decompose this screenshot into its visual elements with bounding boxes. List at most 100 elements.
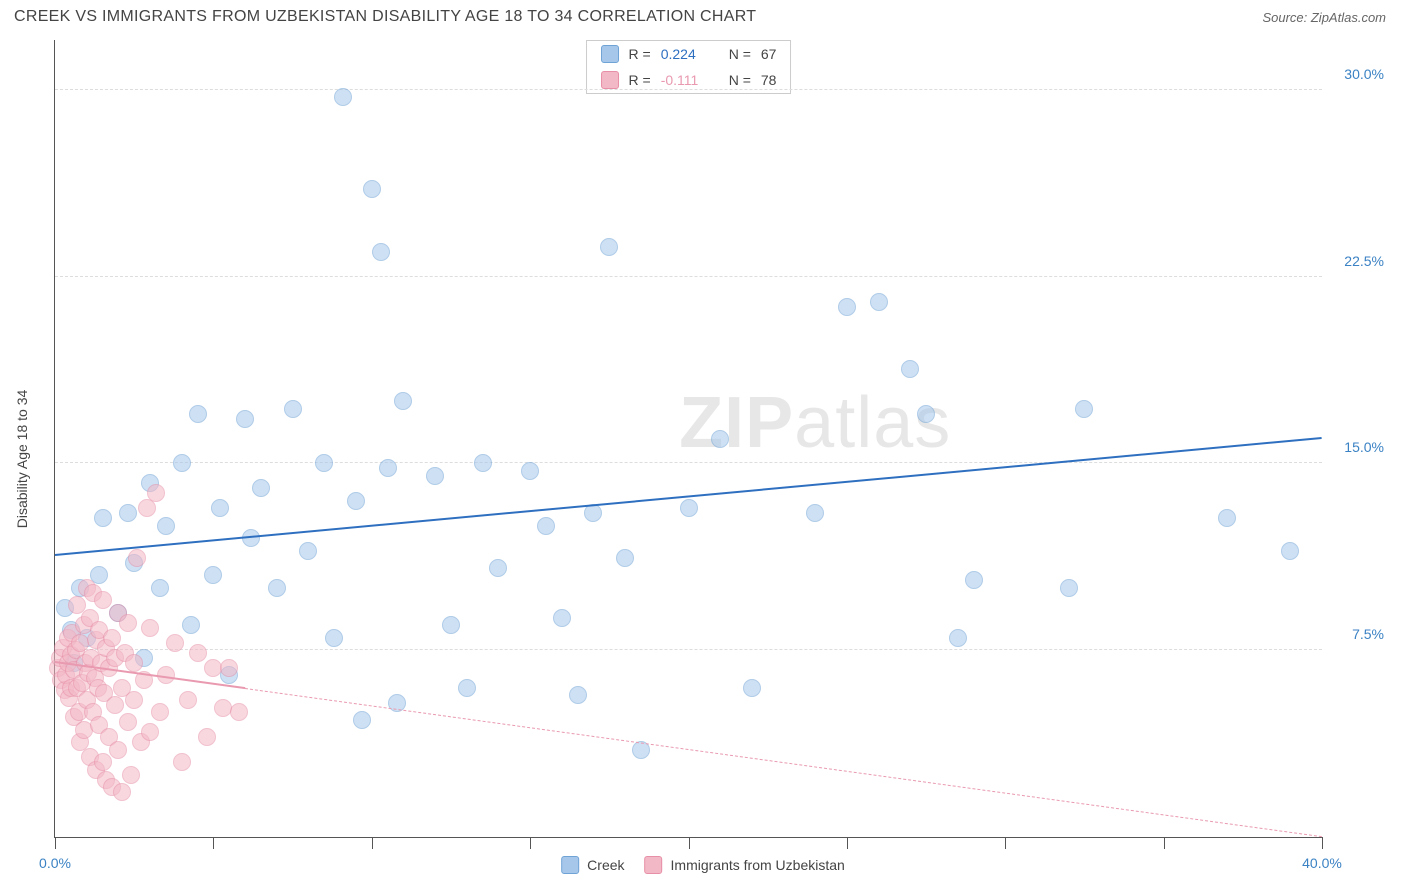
y-axis-label: Disability Age 18 to 34 — [14, 390, 30, 529]
data-point — [179, 691, 197, 709]
data-point — [128, 549, 146, 567]
data-point — [198, 728, 216, 746]
data-point — [147, 484, 165, 502]
x-tick — [847, 837, 848, 849]
x-tick — [372, 837, 373, 849]
r-label: R = — [629, 46, 651, 62]
data-point — [173, 454, 191, 472]
legend-label: Immigrants from Uzbekistan — [671, 857, 845, 873]
data-point — [103, 629, 121, 647]
data-point — [189, 405, 207, 423]
x-tick — [1164, 837, 1165, 849]
data-point — [372, 243, 390, 261]
data-point — [353, 711, 371, 729]
data-point — [94, 509, 112, 527]
data-point — [315, 454, 333, 472]
r-label: R = — [629, 72, 651, 88]
data-point — [236, 410, 254, 428]
data-point — [379, 459, 397, 477]
x-tick — [213, 837, 214, 849]
data-point — [141, 723, 159, 741]
stats-legend: R = 0.224 N = 67 R = -0.111 N = 78 — [586, 40, 792, 94]
n-value: 78 — [761, 72, 777, 88]
data-point — [949, 629, 967, 647]
data-point — [680, 499, 698, 517]
n-label: N = — [729, 72, 751, 88]
data-point — [442, 616, 460, 634]
data-point — [363, 180, 381, 198]
gridline — [55, 276, 1322, 277]
data-point — [166, 634, 184, 652]
data-point — [489, 559, 507, 577]
data-point — [284, 400, 302, 418]
data-point — [141, 619, 159, 637]
data-point — [106, 696, 124, 714]
data-point — [204, 566, 222, 584]
x-tick — [1005, 837, 1006, 849]
data-point — [119, 614, 137, 632]
data-point — [474, 454, 492, 472]
data-point — [569, 686, 587, 704]
data-point — [119, 713, 137, 731]
data-point — [230, 703, 248, 721]
n-label: N = — [729, 46, 751, 62]
data-point — [122, 766, 140, 784]
data-point — [1281, 542, 1299, 560]
data-point — [334, 88, 352, 106]
data-point — [119, 504, 137, 522]
data-point — [252, 479, 270, 497]
data-point — [458, 679, 476, 697]
data-point — [151, 703, 169, 721]
y-tick-label: 7.5% — [1329, 626, 1384, 642]
x-tick — [55, 837, 56, 849]
data-point — [426, 467, 444, 485]
trend-line — [245, 688, 1322, 837]
legend-item: Immigrants from Uzbekistan — [645, 856, 845, 874]
data-point — [151, 579, 169, 597]
gridline — [55, 649, 1322, 650]
legend-swatch — [561, 856, 579, 874]
data-point — [220, 659, 238, 677]
data-point — [211, 499, 229, 517]
r-value: 0.224 — [661, 46, 709, 62]
data-point — [1075, 400, 1093, 418]
data-point — [94, 591, 112, 609]
data-point — [711, 430, 729, 448]
data-point — [94, 753, 112, 771]
data-point — [113, 783, 131, 801]
data-point — [521, 462, 539, 480]
data-point — [125, 654, 143, 672]
data-point — [838, 298, 856, 316]
data-point — [299, 542, 317, 560]
data-point — [553, 609, 571, 627]
x-tick — [530, 837, 531, 849]
gridline — [55, 462, 1322, 463]
legend-swatch — [601, 45, 619, 63]
data-point — [616, 549, 634, 567]
gridline — [55, 89, 1322, 90]
x-tick-label: 40.0% — [1302, 855, 1342, 871]
legend-label: Creek — [587, 857, 624, 873]
data-point — [870, 293, 888, 311]
data-point — [125, 691, 143, 709]
data-point — [347, 492, 365, 510]
data-point — [1218, 509, 1236, 527]
stats-legend-row: R = 0.224 N = 67 — [587, 41, 791, 67]
source-attribution: Source: ZipAtlas.com — [1262, 10, 1386, 25]
data-point — [394, 392, 412, 410]
r-value: -0.111 — [661, 72, 709, 88]
n-value: 67 — [761, 46, 777, 62]
data-point — [109, 741, 127, 759]
legend-swatch — [645, 856, 663, 874]
chart-title: CREEK VS IMMIGRANTS FROM UZBEKISTAN DISA… — [14, 8, 756, 26]
data-point — [157, 517, 175, 535]
data-point — [965, 571, 983, 589]
x-tick — [1322, 837, 1323, 849]
data-point — [1060, 579, 1078, 597]
data-point — [917, 405, 935, 423]
y-tick-label: 30.0% — [1329, 66, 1384, 82]
x-tick-label: 0.0% — [39, 855, 71, 871]
watermark: ZIPatlas — [679, 382, 951, 464]
data-point — [325, 629, 343, 647]
data-point — [268, 579, 286, 597]
